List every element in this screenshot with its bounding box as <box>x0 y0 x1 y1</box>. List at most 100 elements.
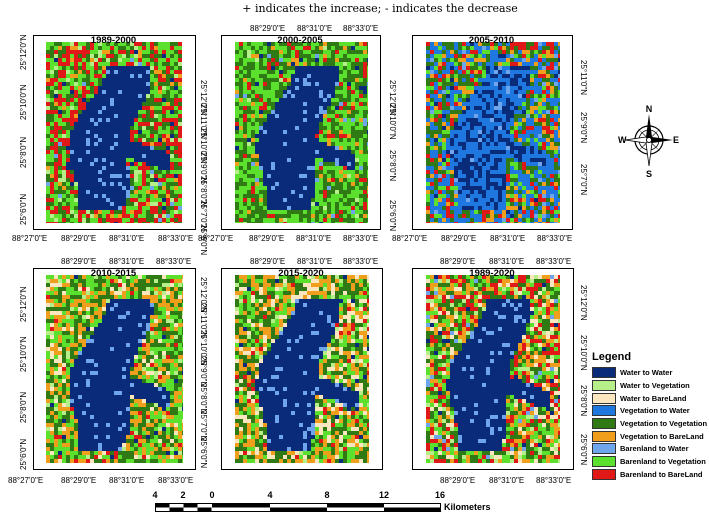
legend-swatch <box>592 392 616 404</box>
lon-tick-label: 88°31'0"E <box>297 257 333 266</box>
legend-swatch <box>592 405 616 417</box>
scale-bar: 4 2 0 4 8 12 16 Kilometers <box>150 490 491 516</box>
scale-unit-label: Kilometers <box>444 502 491 512</box>
change-map <box>46 275 183 463</box>
lat-tick-label: 25°11'0"N <box>579 60 588 95</box>
panel-title: 2010-2015 <box>90 268 137 279</box>
land-change-raster <box>426 42 560 223</box>
legend-label: Barenland to BareLand <box>620 469 703 479</box>
legend-swatch <box>592 418 616 429</box>
lon-tick-label: 88°33'0"E <box>158 234 194 243</box>
legend-item: Vegetation to Water <box>592 405 708 417</box>
lon-tick-label: 88°33'0"E <box>536 257 572 266</box>
lat-tick-label: 25°8'0"N <box>579 385 588 417</box>
lat-tick-label: 25°6'0"N <box>19 193 28 225</box>
lat-tick-label: 25°10'0"N <box>19 336 28 372</box>
legend-swatch <box>592 379 616 391</box>
panel-title: 1989-2000 <box>90 35 137 46</box>
legend-label: Vegetation to BareLand <box>620 431 704 441</box>
lon-tick-label: 88°33'0"E <box>536 476 572 485</box>
lat-tick-label: 25°12'0"N <box>19 34 28 70</box>
lon-tick-label: 88°27'0"E <box>12 234 48 243</box>
map-frame <box>412 35 573 230</box>
lon-tick-label: 88°33'0"E <box>343 257 379 266</box>
figure-note: + indicates the increase; - indicates th… <box>242 2 518 15</box>
lat-tick-label: 25°12'0"N <box>579 285 588 321</box>
legend-label: Barenland to Water <box>620 444 689 454</box>
scale-label: 0 <box>209 490 215 500</box>
scale-label: 4 <box>152 490 158 500</box>
lat-tick-label: 25°6'0"N <box>199 437 208 469</box>
legend-item: Water to BareLand <box>592 392 708 404</box>
legend-item: Vegetation to BareLand <box>592 430 708 442</box>
legend-label: Water to Water <box>620 368 673 378</box>
lat-tick-label: 25°10'0"N <box>388 104 397 140</box>
land-change-raster <box>235 275 369 463</box>
lon-tick-label: 88°29'0"E <box>441 234 477 243</box>
lon-tick-label: 88°31'0"E <box>489 257 525 266</box>
legend-item: Barenland to Water <box>592 443 708 455</box>
panel-title: 2005-2010 <box>468 35 515 46</box>
legend-items: Water to Water Water to Vegetation Water t… <box>592 367 708 480</box>
panel-title: 1989-2020 <box>469 268 515 279</box>
change-map <box>46 42 182 223</box>
south-label: S <box>646 169 652 178</box>
lon-tick-label: 88°29'0"E <box>440 257 476 266</box>
lon-tick-label: 88°33'0"E <box>343 24 379 33</box>
map-frame <box>33 268 196 470</box>
panel-title: 2000-2005 <box>277 35 323 46</box>
lon-tick-label: 88°31'0"E <box>109 257 145 266</box>
lat-tick-label: 25°6'0"N <box>579 434 588 466</box>
lon-tick-label: 88°33'0"E <box>158 476 194 485</box>
scale-label: 12 <box>378 490 390 500</box>
legend-label: Barenland to Vegetation <box>620 457 706 467</box>
lon-tick-label: 88°29'0"E <box>250 24 286 33</box>
lon-tick-label: 88°31'0"E <box>297 24 333 33</box>
lat-tick-label: 25°10'0"N <box>579 335 588 371</box>
lon-tick-label: 88°31'0"E <box>489 476 525 485</box>
land-change-raster <box>235 42 368 223</box>
map-frame <box>221 35 381 230</box>
map-frame <box>33 35 196 230</box>
lon-tick-label: 88°29'0"E <box>61 257 97 266</box>
scale-label: 2 <box>180 490 186 500</box>
land-change-raster <box>46 275 183 463</box>
lon-tick-label: 88°33'0"E <box>343 234 379 243</box>
lon-tick-label: 88°29'0"E <box>249 234 285 243</box>
map-frame <box>412 268 574 470</box>
compass-rose-icon: N S E W <box>618 104 679 179</box>
legend-swatch <box>592 430 616 442</box>
lat-tick-label: 25°6'0"N <box>199 224 208 256</box>
east-label: E <box>673 135 679 145</box>
lon-tick-label: 88°31'0"E <box>490 234 526 243</box>
north-arrow: N S E W <box>618 102 680 179</box>
lon-tick-label: 88°33'0"E <box>156 257 192 266</box>
change-map <box>426 275 560 463</box>
legend-item: Barenland to Vegetation <box>592 456 708 468</box>
lat-tick-label: 25°8'0"N <box>388 150 397 182</box>
change-map <box>426 42 560 223</box>
lat-tick-label: 25°10'0"N <box>19 84 28 120</box>
land-change-raster <box>46 42 182 223</box>
legend-label: Vegetation to Vegetation <box>620 419 708 428</box>
legend-item: Water to Vegetation <box>592 379 708 392</box>
legend-swatch <box>592 443 616 455</box>
lat-tick-label: 25°7'0"N <box>579 164 588 196</box>
legend-item: Vegetation to Vegetation <box>592 418 708 430</box>
scale-label: 16 <box>434 490 446 500</box>
scale-bar-graphic <box>155 503 441 512</box>
lon-tick-label: 88°29'0"E <box>61 476 97 485</box>
lon-tick-label: 88°29'0"E <box>61 234 97 243</box>
west-label: W <box>618 135 627 145</box>
scale-label: 8 <box>324 490 330 500</box>
lon-tick-label: 88°31'0"E <box>109 476 145 485</box>
lat-tick-label: 25°8'0"N <box>19 391 28 423</box>
land-change-raster <box>426 275 560 463</box>
lon-tick-label: 88°33'0"E <box>537 234 573 243</box>
legend-label: Water to BareLand <box>620 393 687 403</box>
change-map <box>235 275 369 463</box>
lat-tick-label: 25°8'0"N <box>19 136 28 168</box>
lon-tick-label: 88°29'0"E <box>440 476 476 485</box>
map-legend: Legend Water to Water Water to Vegetation… <box>592 351 708 481</box>
north-label: N <box>646 104 653 114</box>
